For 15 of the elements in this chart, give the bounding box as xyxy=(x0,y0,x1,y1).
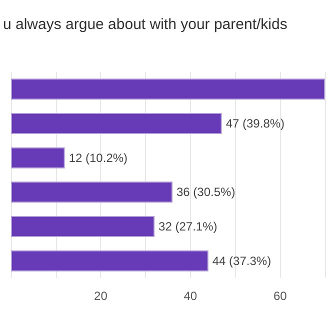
bar xyxy=(11,147,65,168)
bar xyxy=(11,182,172,203)
x-tick-label: 40 xyxy=(184,289,198,303)
data-label: 36 (30.5%) xyxy=(176,185,236,200)
data-label: 47 (39.8%) xyxy=(226,116,285,130)
x-tick-label: 60 xyxy=(273,289,288,303)
data-label: 12 (10.2%) xyxy=(68,150,128,165)
x-tick-label: 20 xyxy=(94,289,108,303)
bar xyxy=(11,113,222,134)
chart-title: u always argue about with your parent/kids xyxy=(3,16,288,33)
bar xyxy=(11,216,155,237)
data-label: 44 (37.3%) xyxy=(212,254,272,268)
bar xyxy=(11,78,325,100)
data-label: 32 (27.1%) xyxy=(158,220,218,234)
bar xyxy=(11,250,208,272)
